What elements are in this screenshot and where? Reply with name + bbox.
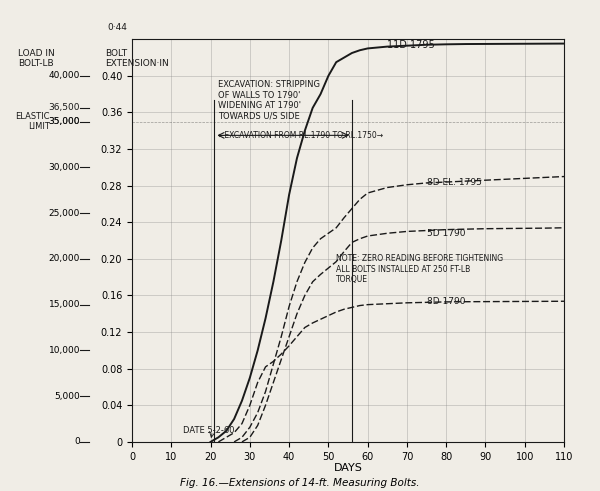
Text: EXCAVATION: STRIPPING
OF WALLS TO 1790'
WIDENING AT 1790'
TOWARDS U/S SIDE: EXCAVATION: STRIPPING OF WALLS TO 1790' …	[218, 81, 320, 121]
Text: 15,000: 15,000	[49, 300, 80, 309]
Text: ←EXCAVATION FROM RL.1790 TO RL.1750→: ←EXCAVATION FROM RL.1790 TO RL.1750→	[218, 131, 383, 140]
Text: Fig. 16.—Extensions of 14-ft. Measuring Bolts.: Fig. 16.—Extensions of 14-ft. Measuring …	[180, 478, 420, 488]
Text: 40,000: 40,000	[49, 71, 80, 81]
Text: 0: 0	[74, 437, 80, 446]
Text: LOAD IN
BOLT-LB: LOAD IN BOLT-LB	[18, 49, 55, 69]
Text: 35,000: 35,000	[49, 117, 80, 126]
Text: 20,000: 20,000	[49, 254, 80, 263]
Text: 0·44: 0·44	[107, 23, 127, 32]
Text: 5D 1790: 5D 1790	[427, 229, 465, 238]
Text: 30,000: 30,000	[49, 163, 80, 172]
Text: 8D EL. 1795: 8D EL. 1795	[427, 178, 481, 187]
Text: 36,500: 36,500	[49, 104, 80, 112]
Text: NOTE: ZERO READING BEFORE TIGHTENING
ALL BOLTS INSTALLED AT 250 FT-LB
TORQUE: NOTE: ZERO READING BEFORE TIGHTENING ALL…	[336, 254, 503, 284]
Text: ELASTIC
LIMIT: ELASTIC LIMIT	[16, 112, 50, 131]
Text: 11D 1795: 11D 1795	[387, 40, 435, 50]
Text: BOLT
EXTENSION·IN: BOLT EXTENSION·IN	[105, 49, 169, 69]
Text: DATE 5-2-60: DATE 5-2-60	[183, 426, 235, 436]
Text: 35,000: 35,000	[49, 117, 80, 126]
Text: 25,000: 25,000	[49, 209, 80, 218]
X-axis label: DAYS: DAYS	[334, 463, 362, 473]
Text: 10,000: 10,000	[49, 346, 80, 355]
Text: 5,000: 5,000	[55, 392, 80, 401]
Text: 8D 1790: 8D 1790	[427, 298, 465, 306]
